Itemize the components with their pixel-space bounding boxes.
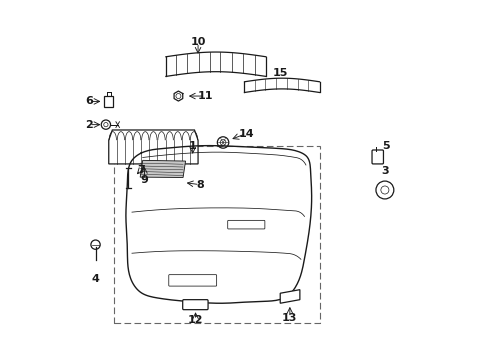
Polygon shape [174, 91, 183, 101]
Text: 4: 4 [91, 274, 99, 284]
Polygon shape [108, 130, 198, 164]
FancyBboxPatch shape [183, 300, 207, 310]
FancyBboxPatch shape [227, 220, 264, 229]
Text: 11: 11 [197, 91, 212, 101]
Text: 3: 3 [381, 166, 388, 176]
Polygon shape [280, 290, 299, 303]
Bar [114, 146, 319, 323]
Text: 1: 1 [188, 141, 196, 151]
FancyBboxPatch shape [371, 150, 383, 164]
Text: 8: 8 [196, 180, 203, 190]
Text: 9: 9 [140, 175, 148, 185]
FancyBboxPatch shape [168, 275, 216, 286]
Text: 5: 5 [381, 141, 388, 151]
Text: 15: 15 [272, 68, 287, 78]
Text: 2: 2 [85, 120, 93, 130]
Text: 13: 13 [282, 312, 297, 323]
FancyBboxPatch shape [104, 96, 113, 107]
Text: 6: 6 [85, 96, 93, 107]
Polygon shape [140, 160, 185, 177]
Text: 14: 14 [238, 129, 254, 139]
Text: 7: 7 [137, 165, 144, 175]
Text: 12: 12 [187, 315, 203, 325]
Text: 10: 10 [190, 37, 205, 48]
